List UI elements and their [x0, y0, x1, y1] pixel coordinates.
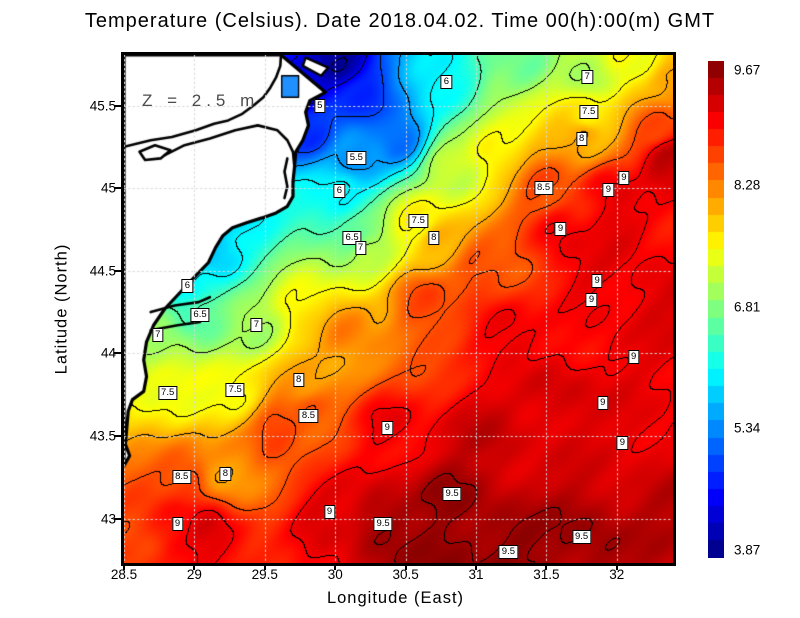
y-tick-mark	[114, 352, 121, 355]
contour-label: 8	[428, 230, 440, 245]
x-tick-mark	[263, 563, 266, 570]
y-tick-mark	[114, 187, 121, 190]
contour-label: 9.5	[498, 544, 518, 559]
depth-annotation: Z = 2.5 m	[142, 91, 260, 110]
y-tick-mark	[114, 104, 121, 107]
contour-label: 8	[219, 466, 232, 481]
y-tick-mark	[114, 434, 121, 437]
contour-label: 8.5	[533, 181, 554, 196]
y-tick-label: 43	[100, 511, 116, 527]
contour-label: 7.5	[579, 105, 599, 120]
colorbar-tick-label: 3.87	[734, 542, 761, 558]
x-tick-mark	[475, 563, 477, 570]
contour-label: 7.5	[225, 382, 245, 397]
contour-label: 7	[354, 240, 367, 255]
x-tick-label: 32	[609, 567, 625, 582]
y-tick-label: 43.5	[89, 428, 116, 444]
y-tick-label: 44	[100, 345, 116, 361]
contour-label: 9	[585, 293, 598, 308]
contour-label: 9	[381, 420, 393, 435]
y-tick-label: 45.5	[89, 98, 116, 114]
contour-label: 6.5	[190, 308, 210, 323]
x-axis-title: Longitude (East)	[326, 589, 465, 607]
contour-label: 7.5	[158, 386, 178, 400]
y-tick-label: 44.5	[89, 263, 116, 279]
y-tick-mark	[114, 517, 121, 520]
colorbar-tick-label: 6.81	[734, 299, 761, 315]
contour-label: 7.5	[408, 214, 428, 229]
x-tick-mark	[545, 563, 548, 570]
x-tick-label: 30	[327, 567, 343, 582]
colorbar-tick-label: 8.28	[734, 177, 761, 193]
contour-label: 8.5	[172, 470, 192, 485]
contour-label: 7	[152, 328, 164, 343]
contour-label: 9	[171, 516, 184, 531]
contour-label: 6	[181, 278, 194, 293]
contour-label: 9	[628, 349, 640, 364]
y-tick-label: 45	[100, 180, 116, 196]
colorbar-tick-label: 9.67	[734, 62, 761, 78]
x-tick-mark	[123, 563, 125, 570]
contour-label: 8.5	[298, 409, 319, 424]
contour-label: 9.5	[373, 516, 393, 531]
x-tick-label: 31	[468, 567, 484, 582]
contour-label: 9	[323, 504, 336, 519]
contour-label: 5	[314, 98, 326, 113]
contour-label: 6	[440, 75, 453, 90]
contour-label: 5.5	[346, 151, 366, 166]
contour-label: 9.5	[572, 529, 592, 544]
contour-label: 7	[581, 70, 593, 85]
chart-title: Temperature (Celsius). Date 2018.04.02. …	[84, 10, 716, 32]
map-plot-area: 5 5.5 6 6 6 6.5 6.5 7 7 7 7 7.5 7.5 7.5 7.5 8 8 8 8 8.5 8.5 8…	[121, 52, 676, 566]
contour-label: 9	[616, 435, 629, 450]
contour-label: 9	[591, 273, 603, 288]
y-tick-mark	[114, 269, 121, 272]
contour-label: 9	[554, 222, 567, 237]
colorbar-tick-label: 5.34	[734, 420, 761, 436]
contour-label: 8	[575, 131, 588, 146]
x-tick-label: 29.5	[251, 567, 278, 582]
y-axis-title: Latitude (North)	[52, 243, 71, 375]
x-tick-mark	[615, 563, 618, 570]
contour-label: 9.5	[442, 486, 462, 501]
contour-label: 9	[597, 395, 609, 410]
x-tick-mark	[404, 563, 407, 570]
contour-label: 7	[250, 318, 262, 333]
contour-label: 6	[333, 184, 346, 199]
contour-label: 9	[602, 182, 615, 197]
x-tick-mark	[334, 563, 337, 570]
x-tick-mark	[193, 563, 196, 570]
x-tick-label: 31.5	[533, 567, 560, 582]
x-tick-label: 29	[186, 567, 202, 582]
colorbar-canvas	[708, 61, 724, 558]
x-tick-label: 28.5	[110, 567, 138, 582]
contour-label: 9	[618, 171, 630, 186]
x-tick-label: 30.5	[392, 567, 419, 582]
contour-label: 8	[292, 372, 305, 387]
